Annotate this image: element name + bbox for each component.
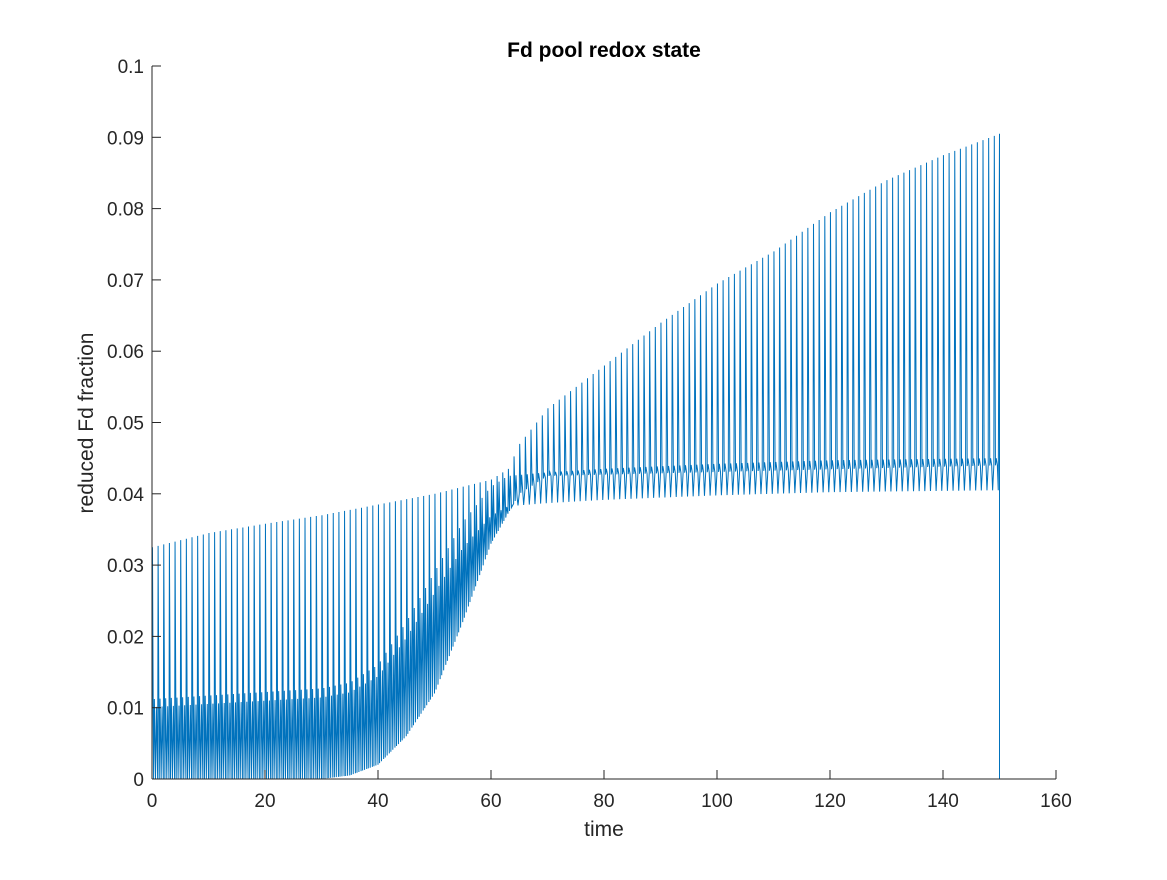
y-tick-label: 0.05 xyxy=(107,414,144,435)
y-axis-label: reduced Fd fraction xyxy=(75,333,98,514)
y-tick-label: 0.06 xyxy=(107,342,144,363)
y-tick-label: 0 xyxy=(133,770,144,791)
series-layer xyxy=(151,133,1000,780)
series-line xyxy=(151,133,1000,780)
x-tick-label: 40 xyxy=(367,791,388,812)
y-tick-label: 0.03 xyxy=(107,556,144,577)
chart-title: Fd pool redox state xyxy=(507,39,701,62)
x-tick-label: 120 xyxy=(814,791,846,812)
axes-layer: 0 20 40 60 80 100 120 140 160 0 0.01 0.02 0.03 0.04 0.… xyxy=(107,57,1072,812)
y-tick-label: 0.1 xyxy=(118,57,144,78)
y-tick-label: 0.07 xyxy=(107,271,144,292)
x-tick-label: 140 xyxy=(927,791,959,812)
x-tick-label: 0 xyxy=(147,791,158,812)
x-tick-label: 80 xyxy=(593,791,614,812)
y-tick-label: 0.02 xyxy=(107,627,144,648)
y-tick-label: 0.01 xyxy=(107,699,144,720)
x-axis-label: time xyxy=(584,818,624,841)
y-tick-label: 0.04 xyxy=(107,485,144,506)
x-tick-label: 160 xyxy=(1040,791,1072,812)
y-tick-label: 0.09 xyxy=(107,128,144,149)
x-tick-label: 20 xyxy=(254,791,275,812)
y-tick-label: 0.08 xyxy=(107,200,144,221)
x-tick-label: 100 xyxy=(701,791,733,812)
x-tick-label: 60 xyxy=(480,791,501,812)
